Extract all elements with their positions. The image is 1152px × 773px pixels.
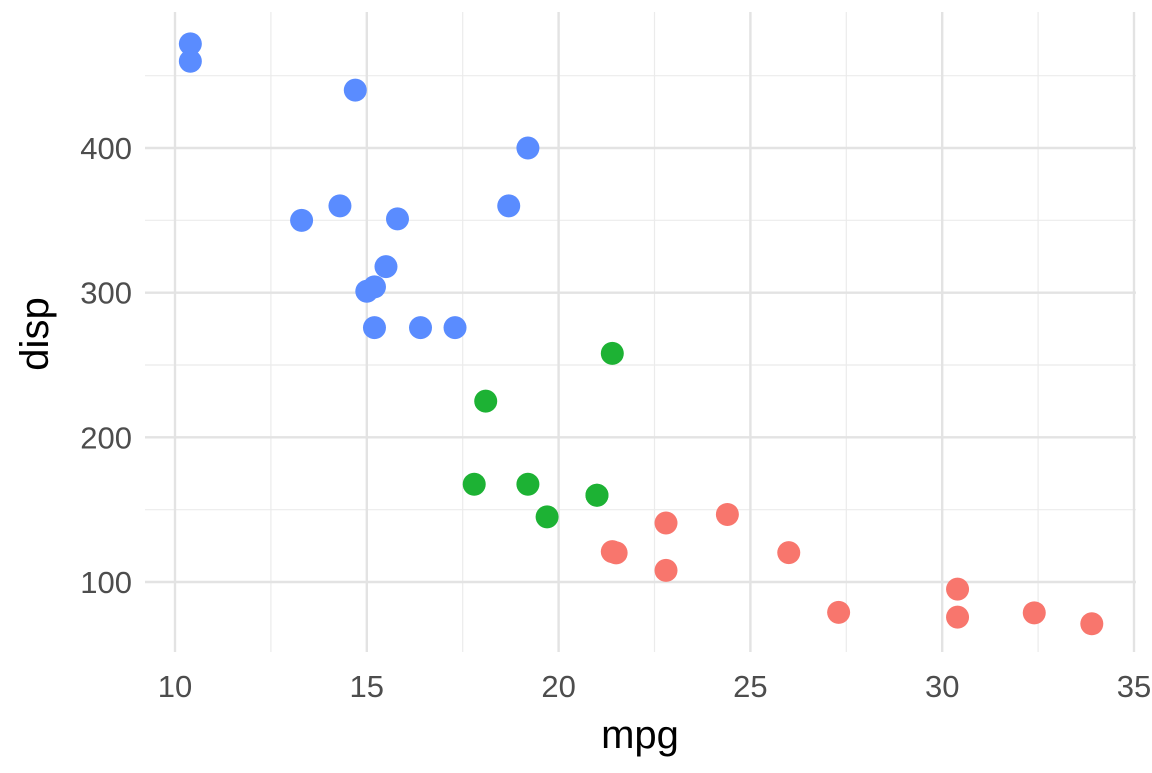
x-tick-label: 15 xyxy=(350,669,384,704)
x-axis-label: mpg xyxy=(601,713,679,757)
y-tick-label: 200 xyxy=(80,420,132,455)
x-tick-label: 20 xyxy=(541,669,575,704)
data-point xyxy=(462,472,486,496)
data-point xyxy=(946,605,970,629)
y-tick-label: 300 xyxy=(80,276,132,311)
y-axis-label: disp xyxy=(13,297,57,370)
data-point xyxy=(497,194,521,218)
data-point xyxy=(374,255,398,279)
points xyxy=(178,32,1104,636)
data-point xyxy=(362,316,386,340)
data-point xyxy=(654,558,678,582)
y-tick-label: 400 xyxy=(80,131,132,166)
data-point xyxy=(827,600,851,624)
tick-labels: 10 15 20 25 30 35 100 200 300 400 xyxy=(80,131,1151,704)
data-point xyxy=(516,472,540,496)
data-point xyxy=(777,541,801,565)
data-point xyxy=(343,78,367,102)
data-point xyxy=(600,341,624,365)
data-point xyxy=(535,505,559,529)
data-point xyxy=(355,279,379,303)
data-point xyxy=(385,207,409,231)
data-point xyxy=(1022,601,1046,625)
data-point xyxy=(474,389,498,413)
y-tick-label: 100 xyxy=(80,565,132,600)
data-point xyxy=(1080,612,1104,636)
data-point xyxy=(715,502,739,526)
data-point xyxy=(178,32,202,56)
data-point xyxy=(328,194,352,218)
data-point xyxy=(516,136,540,160)
data-point xyxy=(290,208,314,232)
data-point xyxy=(443,316,467,340)
x-tick-label: 35 xyxy=(1117,669,1151,704)
x-tick-label: 10 xyxy=(158,669,192,704)
data-point xyxy=(654,511,678,535)
data-point xyxy=(946,577,970,601)
x-tick-label: 30 xyxy=(925,669,959,704)
x-tick-label: 25 xyxy=(733,669,767,704)
data-point xyxy=(409,316,433,340)
data-point xyxy=(178,49,202,73)
data-point xyxy=(600,540,624,564)
grid xyxy=(145,12,1136,652)
data-point xyxy=(585,483,609,507)
